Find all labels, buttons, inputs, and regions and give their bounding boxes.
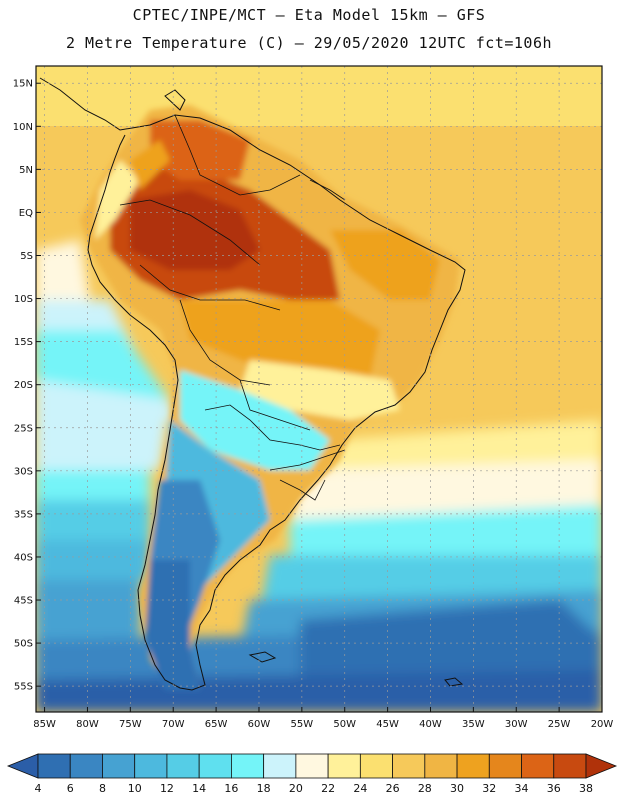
lat-tick-label: 20S: [14, 380, 33, 391]
colorbar-swatch: [359, 753, 393, 779]
colorbar: 4 6 8 10 12 14 16 18 20 22 24 26 28 30 32 34 36 38: [6, 753, 618, 795]
lat-tick-label: 40S: [14, 552, 33, 563]
lon-tick-label: 80W: [76, 719, 99, 730]
lon-tick-label: 75W: [119, 719, 142, 730]
map-frame: [35, 65, 603, 713]
colorbar-swatch: [37, 753, 71, 779]
lon-tick-label: 70W: [162, 719, 185, 730]
lat-tick-label: 10S: [14, 294, 33, 305]
lat-tick-label: 50S: [14, 639, 33, 650]
lat-tick-label: 15S: [14, 337, 33, 348]
lat-tick-label: 10N: [13, 122, 33, 133]
colorbar-label: 38: [579, 782, 593, 795]
colorbar-label: 32: [482, 782, 496, 795]
longitude-axis: 85W 80W 75W 70W 65W 60W 55W 50W 45W 40W 35W 30W 25W 2…: [33, 707, 613, 730]
colorbar-swatch: [488, 753, 522, 779]
colorbar-label: 18: [257, 782, 271, 795]
colorbar-swatch: [231, 753, 265, 779]
colorbar-label: 10: [128, 782, 142, 795]
lat-tick-label: EQ: [19, 208, 33, 219]
caribbean-band: [36, 66, 602, 126]
colorbar-label: 8: [99, 782, 106, 795]
lon-tick-label: 40W: [419, 719, 442, 730]
ocean-bands: [36, 240, 602, 712]
map-title-line-1: CPTEC/INPE/MCT – Eta Model 15km – GFS: [132, 6, 486, 24]
lat-tick-label: 35S: [14, 509, 33, 520]
map-field: [36, 66, 602, 712]
lat-tick-label: 30S: [14, 466, 33, 477]
lat-tick-label: 5N: [19, 165, 33, 176]
map-title-line-2: 2 Metre Temperature (C) – 29/05/2020 12U…: [65, 34, 553, 52]
lat-tick-label: 55S: [14, 682, 33, 693]
lat-tick-label: 5S: [20, 251, 33, 262]
colorbar-label: 16: [224, 782, 238, 795]
lon-tick-label: 35W: [462, 719, 485, 730]
lon-tick-label: 25W: [548, 719, 571, 730]
colorbar-swatch: [392, 753, 426, 779]
colorbar-swatch: [456, 753, 490, 779]
colorbar-swatch: [198, 753, 232, 779]
land-temperature: [80, 105, 460, 690]
colorbar-label: 22: [321, 782, 335, 795]
lon-tick-label: 50W: [333, 719, 356, 730]
colorbar-swatch: [553, 753, 587, 779]
lat-tick-label: 45S: [14, 596, 33, 607]
colorbar-label: 30: [450, 782, 464, 795]
latitude-axis: 15N 10N 5N EQ 5S 10S 15S 20S 25S 30S 35S 40S 45S 50S 5…: [13, 79, 41, 693]
colorbar-label: 34: [515, 782, 529, 795]
lon-tick-label: 20W: [591, 719, 614, 730]
lat-lon-grid: [36, 66, 603, 712]
colorbar-swatch: [327, 753, 361, 779]
colorbar-label: 26: [386, 782, 400, 795]
colorbar-label: 28: [418, 782, 432, 795]
colorbar-swatch: [424, 753, 458, 779]
colorbar-label: 12: [160, 782, 174, 795]
lon-tick-label: 85W: [33, 719, 56, 730]
colorbar-label: 36: [547, 782, 561, 795]
colorbar-swatch: [134, 753, 168, 779]
lon-tick-label: 65W: [205, 719, 228, 730]
colorbar-label: 4: [35, 782, 42, 795]
colorbar-swatch: [166, 753, 200, 779]
colorbar-swatch: [295, 753, 329, 779]
colorbar-swatch: [69, 753, 103, 779]
colorbar-right-arrow: [585, 753, 618, 779]
country-borders: [119, 114, 346, 501]
colorbar-label: 14: [192, 782, 206, 795]
lon-tick-label: 60W: [248, 719, 271, 730]
lon-tick-label: 45W: [376, 719, 399, 730]
lon-tick-label: 55W: [291, 719, 314, 730]
colorbar-left-arrow: [6, 753, 39, 779]
colorbar-label: 6: [67, 782, 74, 795]
colorbar-swatch: [102, 753, 136, 779]
colorbar-label: 20: [289, 782, 303, 795]
lat-tick-label: 15N: [13, 79, 33, 90]
lon-tick-label: 30W: [505, 719, 528, 730]
lat-tick-label: 25S: [14, 423, 33, 434]
colorbar-swatch: [521, 753, 555, 779]
colorbar-swatch: [263, 753, 297, 779]
colorbar-label: 24: [353, 782, 367, 795]
coastlines: [39, 77, 466, 691]
